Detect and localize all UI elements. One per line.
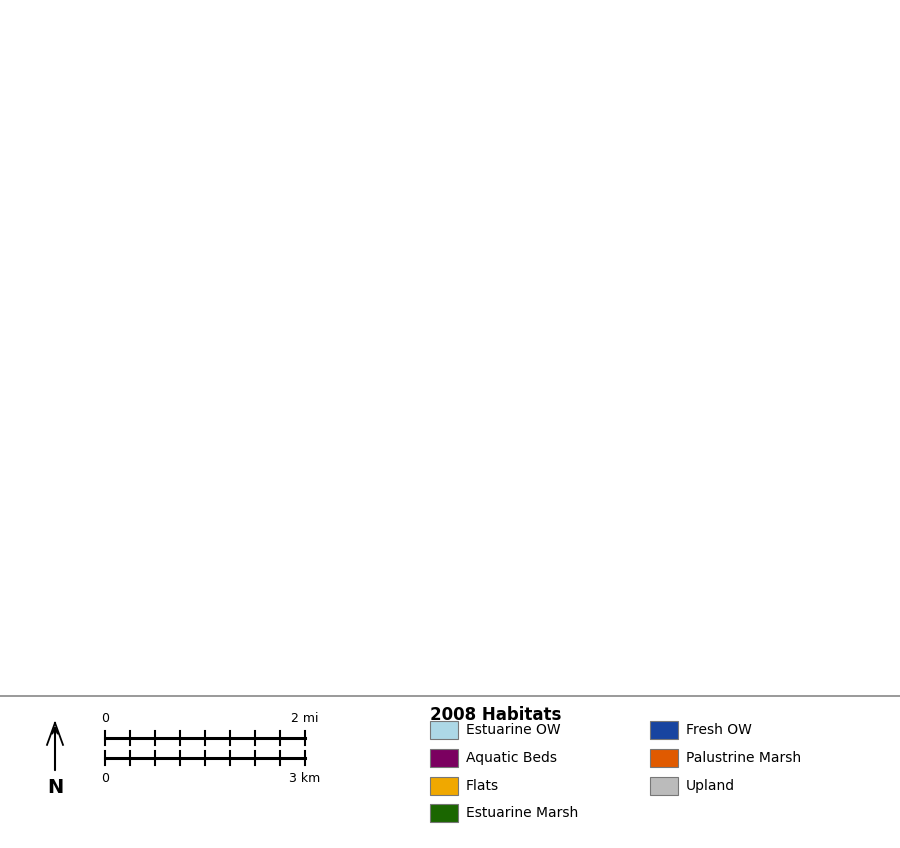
Bar bbox=[430, 749, 458, 767]
Text: 0: 0 bbox=[101, 711, 109, 725]
Text: Estuarine Marsh: Estuarine Marsh bbox=[466, 806, 578, 820]
Text: 0: 0 bbox=[101, 772, 109, 785]
Bar bbox=[650, 777, 678, 795]
Text: Fresh OW: Fresh OW bbox=[686, 722, 751, 737]
Text: 3 km: 3 km bbox=[290, 772, 320, 785]
Bar bbox=[650, 721, 678, 739]
Bar bbox=[430, 721, 458, 739]
Text: Flats: Flats bbox=[466, 779, 500, 793]
Text: 2 mi: 2 mi bbox=[292, 711, 319, 725]
Bar bbox=[430, 804, 458, 822]
Text: Upland: Upland bbox=[686, 779, 735, 793]
Text: Palustrine Marsh: Palustrine Marsh bbox=[686, 750, 801, 765]
Text: Aquatic Beds: Aquatic Beds bbox=[466, 750, 557, 765]
Text: N: N bbox=[47, 778, 63, 797]
Text: 2008 Habitats: 2008 Habitats bbox=[430, 706, 562, 724]
Text: Estuarine OW: Estuarine OW bbox=[466, 722, 561, 737]
Bar bbox=[650, 749, 678, 767]
Bar bbox=[430, 777, 458, 795]
